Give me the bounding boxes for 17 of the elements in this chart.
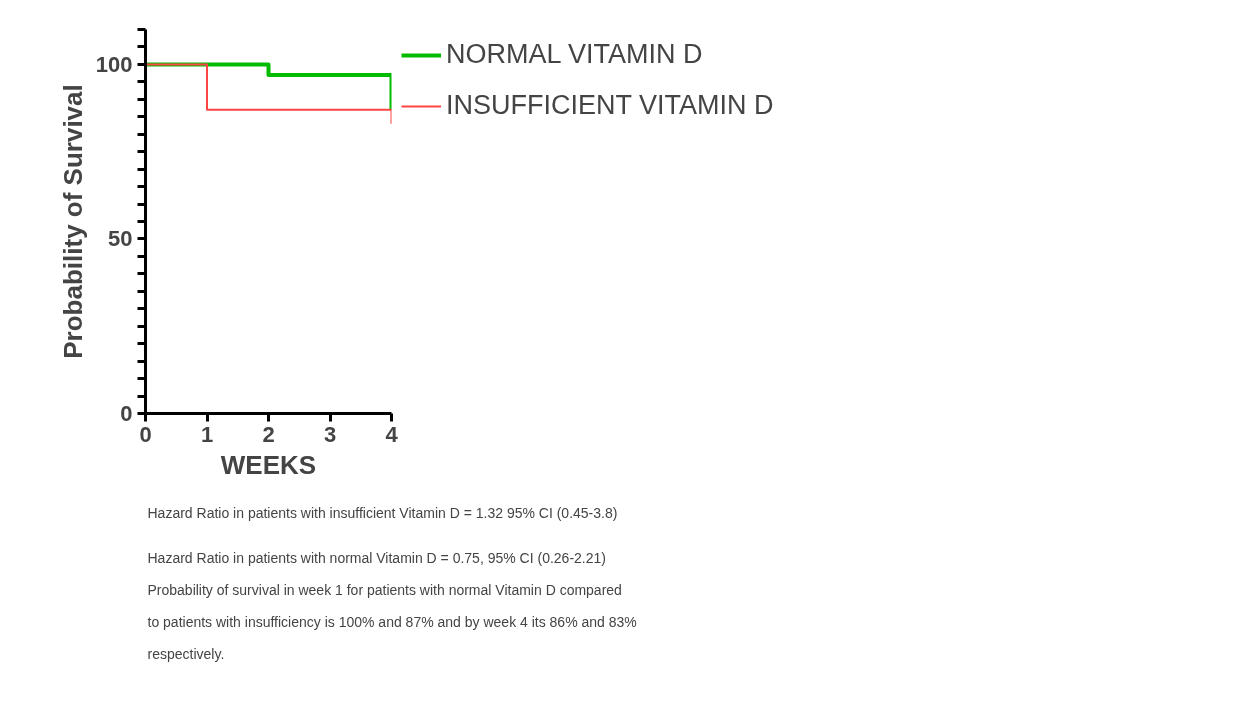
x-tick-label: 2 — [262, 421, 275, 447]
text: Hazard Ratio in patients with normal Vitamin D = 0.75, 95% CI (0.26-2.21) — [147, 549, 606, 566]
text: respectively. — [147, 645, 225, 662]
text: to patients with insufficiency is 100% and 87% and by week 4 its 86% and 83% — [147, 613, 637, 630]
x-tick-label: 4 — [385, 421, 399, 447]
legend-label: INSUFFICIENT VITAMIN D — [446, 90, 774, 121]
x-tick-label: 3 — [323, 421, 337, 447]
y-tick-label: 100 — [95, 51, 133, 77]
y-tick-label: 0 — [120, 401, 133, 426]
legend-label: NORMAL VITAMIN D — [446, 39, 703, 70]
x-tick-label: 1 — [200, 421, 214, 447]
x-tick-label: 0 — [139, 421, 152, 447]
y-tick-label: 50 — [108, 226, 133, 252]
y-axis-title: Probability of Survival — [57, 84, 88, 359]
text: Probability of survival in week 1 for patients with normal Vitamin D compared — [147, 581, 622, 598]
text: Hazard Ratio in patients with insufficient Vitamin D = 1.32 95% CI (0.45-3.8) — [147, 504, 618, 521]
x-axis-title: WEEKS — [220, 449, 317, 480]
